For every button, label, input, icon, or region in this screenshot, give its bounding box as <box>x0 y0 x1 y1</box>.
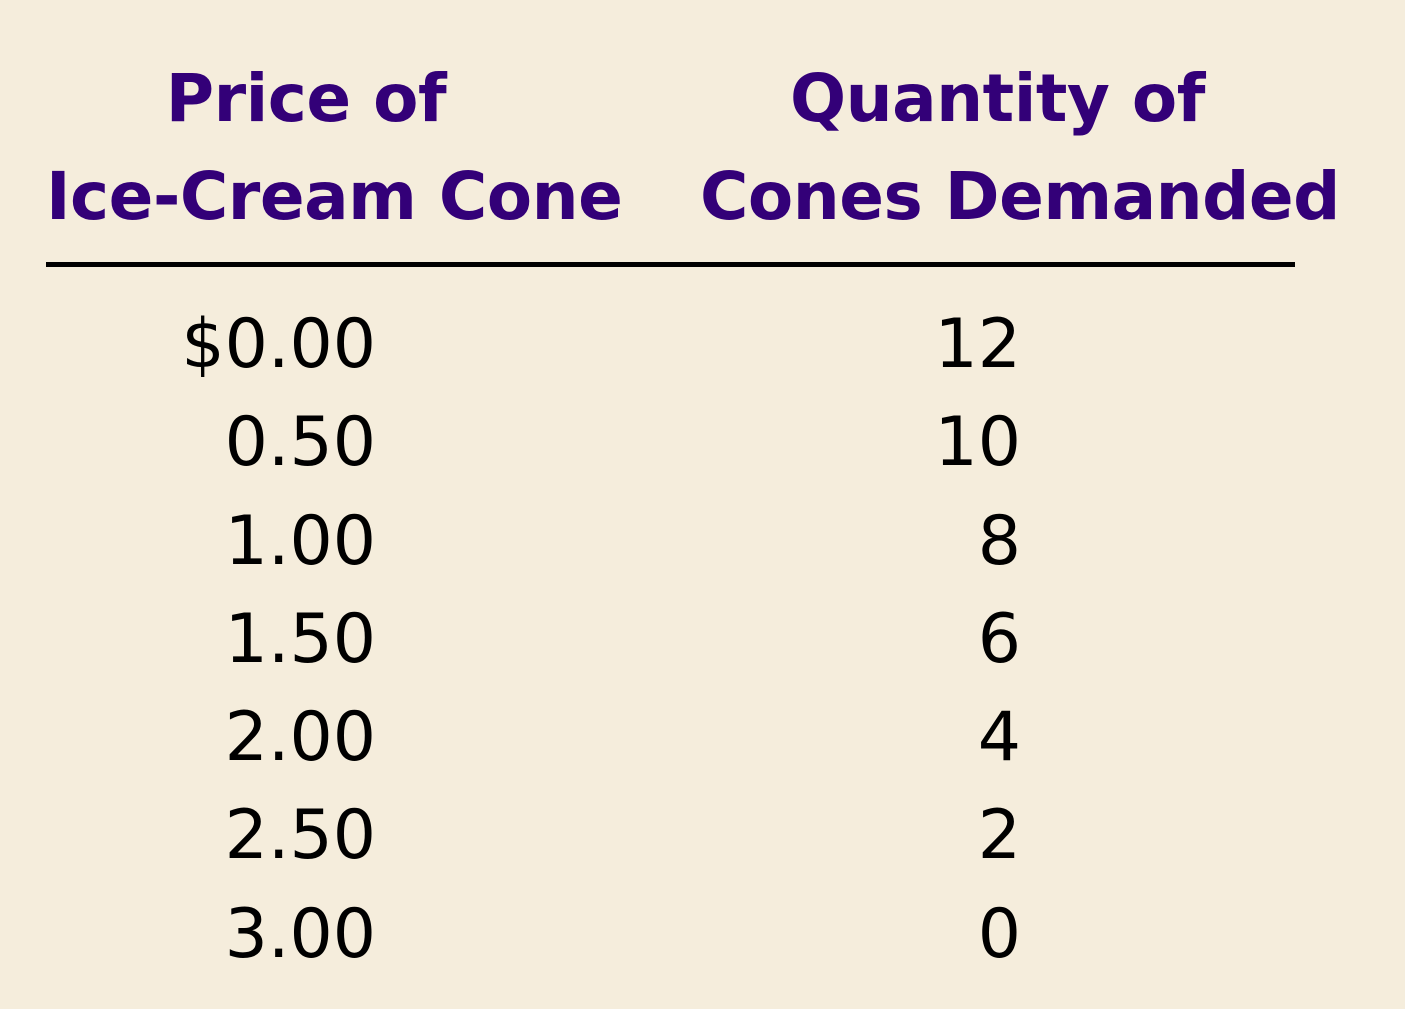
quantity-cell: 12 <box>934 305 1021 384</box>
table-row: $0.00 12 <box>0 296 1405 394</box>
table-body: $0.00 12 0.50 10 1.00 8 1.50 6 2.00 4 2.… <box>0 296 1405 984</box>
column-header-line: Cones Demanded <box>700 158 1340 235</box>
table-row: 2.00 4 <box>0 689 1405 787</box>
quantity-cell: 4 <box>977 698 1021 778</box>
column-header-price: Price of Ice-Cream Cone <box>46 50 623 246</box>
table-row: 1.00 8 <box>0 493 1405 591</box>
quantity-cell: 0 <box>977 894 1021 974</box>
column-header-quantity: Quantity of Cones Demanded <box>700 50 1340 246</box>
column-header-line: Quantity of <box>790 60 1205 137</box>
column-header-line: Price of <box>165 60 447 137</box>
table-row: 0.50 10 <box>0 394 1405 492</box>
quantity-cell: 10 <box>934 403 1021 483</box>
price-cell: $0.00 <box>181 305 376 384</box>
header-divider <box>46 262 1295 267</box>
price-cell: 1.00 <box>224 501 376 581</box>
quantity-cell: 2 <box>977 796 1021 876</box>
quantity-cell: 6 <box>977 599 1021 679</box>
price-cell: 2.00 <box>224 698 376 778</box>
price-cell: 0.50 <box>224 403 376 483</box>
price-cell: 1.50 <box>224 599 376 679</box>
price-cell: 3.00 <box>224 894 376 974</box>
table-row: 1.50 6 <box>0 591 1405 689</box>
quantity-cell: 8 <box>977 501 1021 581</box>
table-row: 3.00 0 <box>0 886 1405 984</box>
column-header-line: Ice-Cream Cone <box>46 158 623 235</box>
price-cell: 2.50 <box>224 796 376 876</box>
table-row: 2.50 2 <box>0 787 1405 885</box>
